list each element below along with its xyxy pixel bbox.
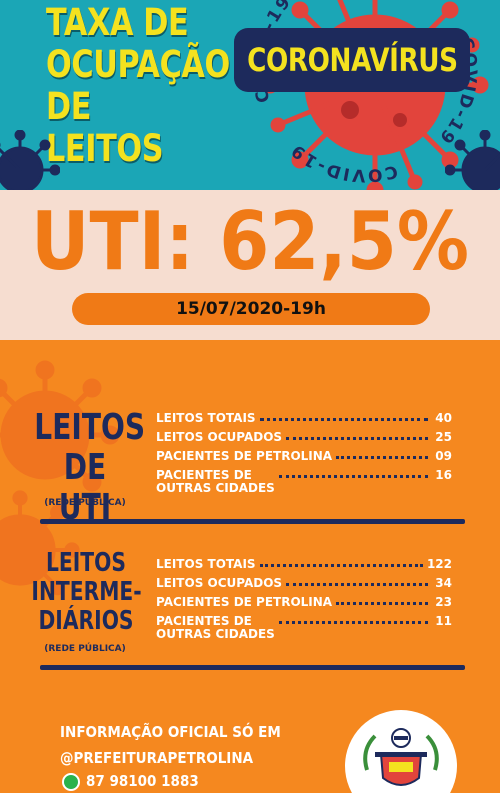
official-info-label: INFORMAÇÃO OFICIAL SÓ EM <box>60 723 281 741</box>
dot-leader <box>286 431 428 440</box>
uti-beds-title: LEITOS DE UTI <box>34 407 146 528</box>
dot-leader <box>278 615 428 624</box>
row-value: 122 <box>426 557 452 571</box>
uti-title-line: DE UTI <box>58 447 112 528</box>
row-value: 09 <box>435 449 452 463</box>
uti-occupancy-rate: UTI: 62,5% <box>30 195 470 288</box>
page-title: TAXA DE OCUPAÇÃO DE LEITOS <box>46 1 230 170</box>
table-row: LEITOS TOTAIS 122 <box>156 558 452 577</box>
intermediate-title-line: INTERME- <box>31 577 142 607</box>
row-value: 25 <box>435 430 452 444</box>
section-divider <box>40 665 465 670</box>
row-value: 16 <box>435 468 452 482</box>
virus-icon <box>0 130 60 190</box>
title-line-2: OCUPAÇÃO <box>46 43 230 86</box>
virus-watermark-icon <box>0 490 80 596</box>
section-divider <box>40 519 465 524</box>
row-label: LEITOS OCUPADOS <box>156 576 283 590</box>
row-label-line: PACIENTES DE <box>156 468 252 482</box>
dot-leader <box>259 412 428 421</box>
uti-title-line: LEITOS <box>34 407 146 448</box>
table-row: PACIENTES DE OUTRAS CIDADES 16 <box>156 469 452 497</box>
intermediate-beds-title: LEITOS INTERME- DIÁRIOS <box>31 548 142 636</box>
header-banner: COVID-19 COVID-19 COVID-19 TAXA DE OCUPA… <box>0 0 500 190</box>
dot-leader <box>336 450 428 459</box>
intermediate-title-line: DIÁRIOS <box>38 606 134 636</box>
badge-label: CORONAVÍRUS <box>246 41 458 79</box>
row-value: 40 <box>435 411 452 425</box>
table-row: LEITOS OCUPADOS 25 <box>156 431 452 450</box>
row-value: 11 <box>435 614 452 628</box>
table-row: PACIENTES DE PETROLINA 09 <box>156 450 452 469</box>
dot-leader <box>259 558 423 567</box>
dot-leader <box>286 577 428 586</box>
uti-beds-table: LEITOS TOTAIS 40 LEITOS OCUPADOS 25 PACI… <box>156 412 452 497</box>
row-label: PACIENTES DE OUTRAS CIDADES <box>156 615 275 641</box>
row-label: PACIENTES DE PETROLINA <box>156 595 333 609</box>
row-label-line: OUTRAS CIDADES <box>156 627 275 641</box>
row-label-line: OUTRAS CIDADES <box>156 481 275 495</box>
row-label: LEITOS OCUPADOS <box>156 430 283 444</box>
row-label: PACIENTES DE OUTRAS CIDADES <box>156 469 275 495</box>
dot-leader <box>336 596 428 605</box>
instagram-handle[interactable]: @PREFEITURAPETROLINA <box>60 749 254 767</box>
svg-text:COVID-19: COVID-19 <box>286 139 399 185</box>
virus-icon <box>445 130 500 190</box>
update-date-pill: 15/07/2020-19h <box>72 293 430 325</box>
whatsapp-icon <box>62 773 80 791</box>
table-row: LEITOS OCUPADOS 34 <box>156 577 452 596</box>
uti-network-label: (REDE PÚBLICA) <box>44 498 126 508</box>
table-row: LEITOS TOTAIS 40 <box>156 412 452 431</box>
table-row: PACIENTES DE OUTRAS CIDADES 11 <box>156 615 452 643</box>
title-line-1: TAXA DE <box>46 1 189 44</box>
virus-watermark-icon <box>0 360 120 492</box>
row-label-line: PACIENTES DE <box>156 614 252 628</box>
intermediate-network-label: (REDE PÚBLICA) <box>44 644 126 654</box>
intermediate-title-line: LEITOS <box>45 548 126 578</box>
row-label: LEITOS TOTAIS <box>156 557 256 571</box>
title-line-3: DE LEITOS <box>46 85 164 170</box>
row-value: 34 <box>435 576 452 590</box>
dot-leader <box>278 469 428 478</box>
row-value: 23 <box>435 595 452 609</box>
table-row: PACIENTES DE PETROLINA 23 <box>156 596 452 615</box>
coat-of-arms-icon <box>363 728 439 786</box>
row-label: LEITOS TOTAIS <box>156 411 256 425</box>
whatsapp-phone[interactable]: 87 98100 1883 <box>86 772 199 790</box>
intermediate-beds-table: LEITOS TOTAIS 122 LEITOS OCUPADOS 34 PAC… <box>156 558 452 643</box>
row-label: PACIENTES DE PETROLINA <box>156 449 333 463</box>
city-seal-logo <box>345 710 457 793</box>
coronavirus-badge: CORONAVÍRUS <box>234 28 470 92</box>
